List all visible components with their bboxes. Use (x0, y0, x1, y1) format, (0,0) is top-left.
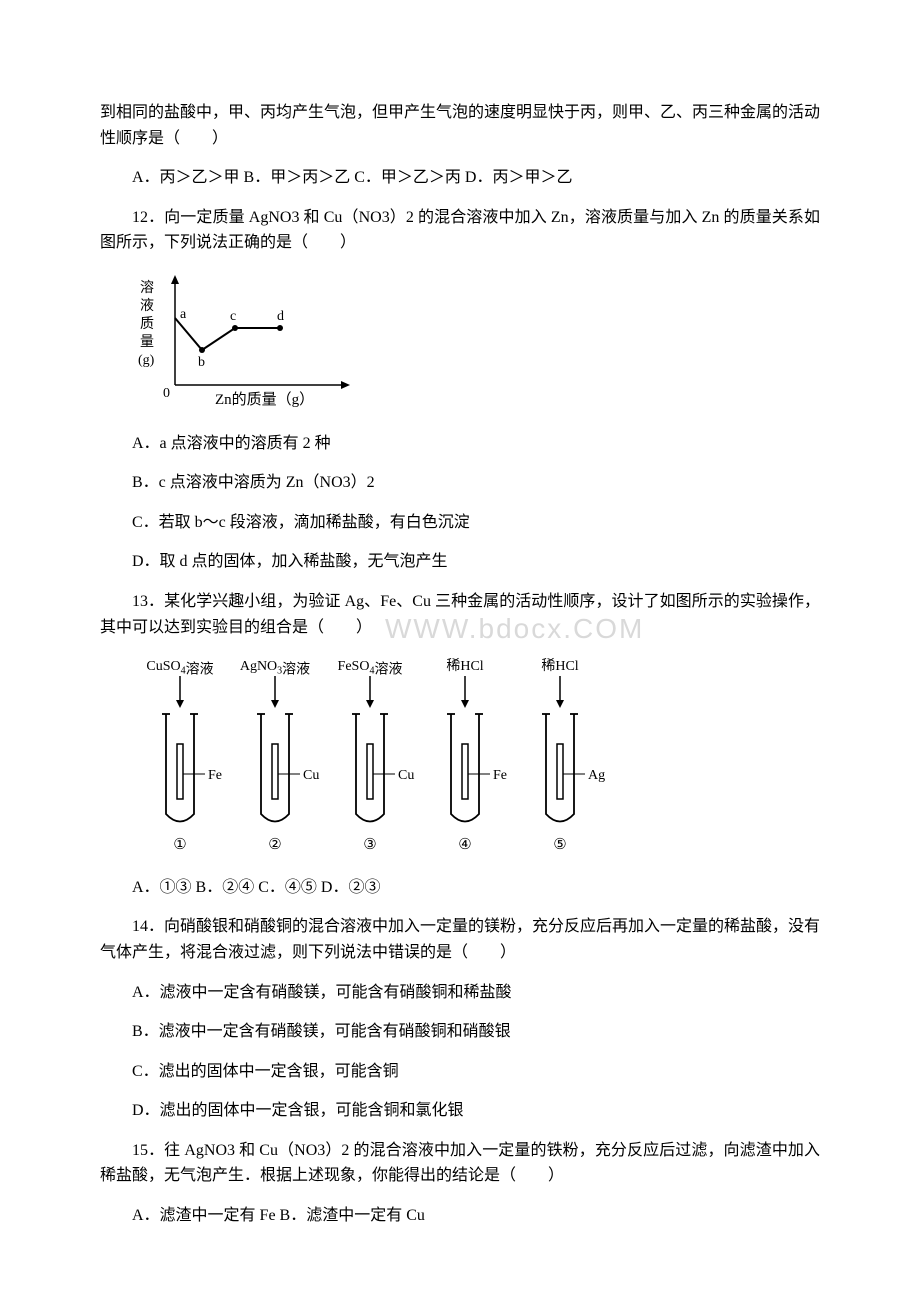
y-label-char: 溶 (140, 280, 154, 296)
svg-text:FeSO4溶液: FeSO4溶液 (338, 659, 403, 678)
label-d: d (277, 309, 284, 324)
q12-choice-c: C．若取 b～c 段溶液，滴加稀盐酸，有白色沉淀 (100, 510, 820, 536)
continuation-text: 到相同的盐酸中，甲、丙均产生气泡，但甲产生气泡的速度明显快于丙，则甲、乙、丙三种… (100, 100, 820, 151)
q12-stem: 12．向一定质量 AgNO3 和 Cu（NO3）2 的混合溶液中加入 Zn，溶液… (100, 205, 820, 256)
svg-text:稀HCl: 稀HCl (541, 658, 578, 674)
label-a: a (180, 307, 187, 322)
point-b (199, 347, 205, 353)
q12-choice-a: A．a 点溶液中的溶质有 2 种 (100, 431, 820, 457)
q12-figure: 溶 液 质 量 (g) 0 a b c d Zn的质量（g） (130, 270, 820, 419)
point-c (232, 325, 238, 331)
svg-text:Cu: Cu (303, 768, 319, 783)
svg-text:③: ③ (363, 837, 376, 853)
y-axis-arrow (171, 275, 179, 284)
svg-text:⑤: ⑤ (553, 837, 566, 853)
svg-text:Fe: Fe (208, 768, 222, 783)
label-c: c (230, 309, 236, 324)
svg-text:②: ② (268, 837, 281, 853)
q13-stem: 13．某化学兴趣小组，为验证 Ag、Fe、Cu 三种金属的活动性顺序，设计了如图… (100, 589, 820, 640)
curve (175, 318, 280, 350)
q12-choice-b: B．c 点溶液中溶质为 Zn（NO3）2 (100, 470, 820, 496)
svg-text:Fe: Fe (493, 768, 507, 783)
q14-choice-c: C．滤出的固体中一定含银，可能含铜 (100, 1059, 820, 1085)
q12-choice-d: D．取 d 点的固体，加入稀盐酸，无气泡产生 (100, 549, 820, 575)
y-label-char: 液 (140, 298, 154, 314)
x-label: Zn的质量（g） (215, 391, 314, 408)
y-label-char: 质 (140, 316, 154, 332)
q14-choice-b: B．滤液中一定含有硝酸镁，可能含有硝酸铜和硝酸银 (100, 1019, 820, 1045)
svg-text:①: ① (173, 837, 186, 853)
q14-choice-d: D．滤出的固体中一定含银，可能含铜和氯化银 (100, 1098, 820, 1124)
q14-stem: 14．向硝酸银和硝酸铜的混合溶液中加入一定量的镁粉，充分反应后再加入一定量的稀盐… (100, 914, 820, 965)
svg-text:CuSO4溶液: CuSO4溶液 (146, 659, 213, 678)
origin-label: 0 (163, 386, 170, 401)
x-axis-arrow (341, 381, 350, 389)
y-label-char: 量 (140, 334, 154, 350)
svg-text:④: ④ (458, 837, 471, 853)
q15-stem: 15．往 AgNO3 和 Cu（NO3）2 的混合溶液中加入一定量的铁粉，充分反… (100, 1138, 820, 1189)
point-d (277, 325, 283, 331)
q15-choices: A．滤渣中一定有 Fe B．滤渣中一定有 Cu (100, 1203, 820, 1229)
q13-figure: CuSO4溶液 Fe ① AgNO3溶液 Cu ② FeSO4溶液 Cu ③ 稀HCl Fe ④ 稀HC… (130, 654, 820, 863)
svg-text:AgNO3溶液: AgNO3溶液 (240, 659, 310, 678)
svg-text:Cu: Cu (398, 768, 414, 783)
q11-choices: A．丙＞乙＞甲 B．甲＞丙＞乙 C．甲＞乙＞丙 D．丙＞甲＞乙 (100, 165, 820, 191)
y-label-char: (g) (138, 353, 155, 368)
label-b: b (198, 355, 205, 370)
svg-text:Ag: Ag (588, 768, 605, 783)
q14-choice-a: A．滤液中一定含有硝酸镁，可能含有硝酸铜和稀盐酸 (100, 980, 820, 1006)
svg-text:稀HCl: 稀HCl (446, 658, 483, 674)
q13-choices: A．①③ B．②④ C．④⑤ D．②③ (100, 875, 820, 901)
